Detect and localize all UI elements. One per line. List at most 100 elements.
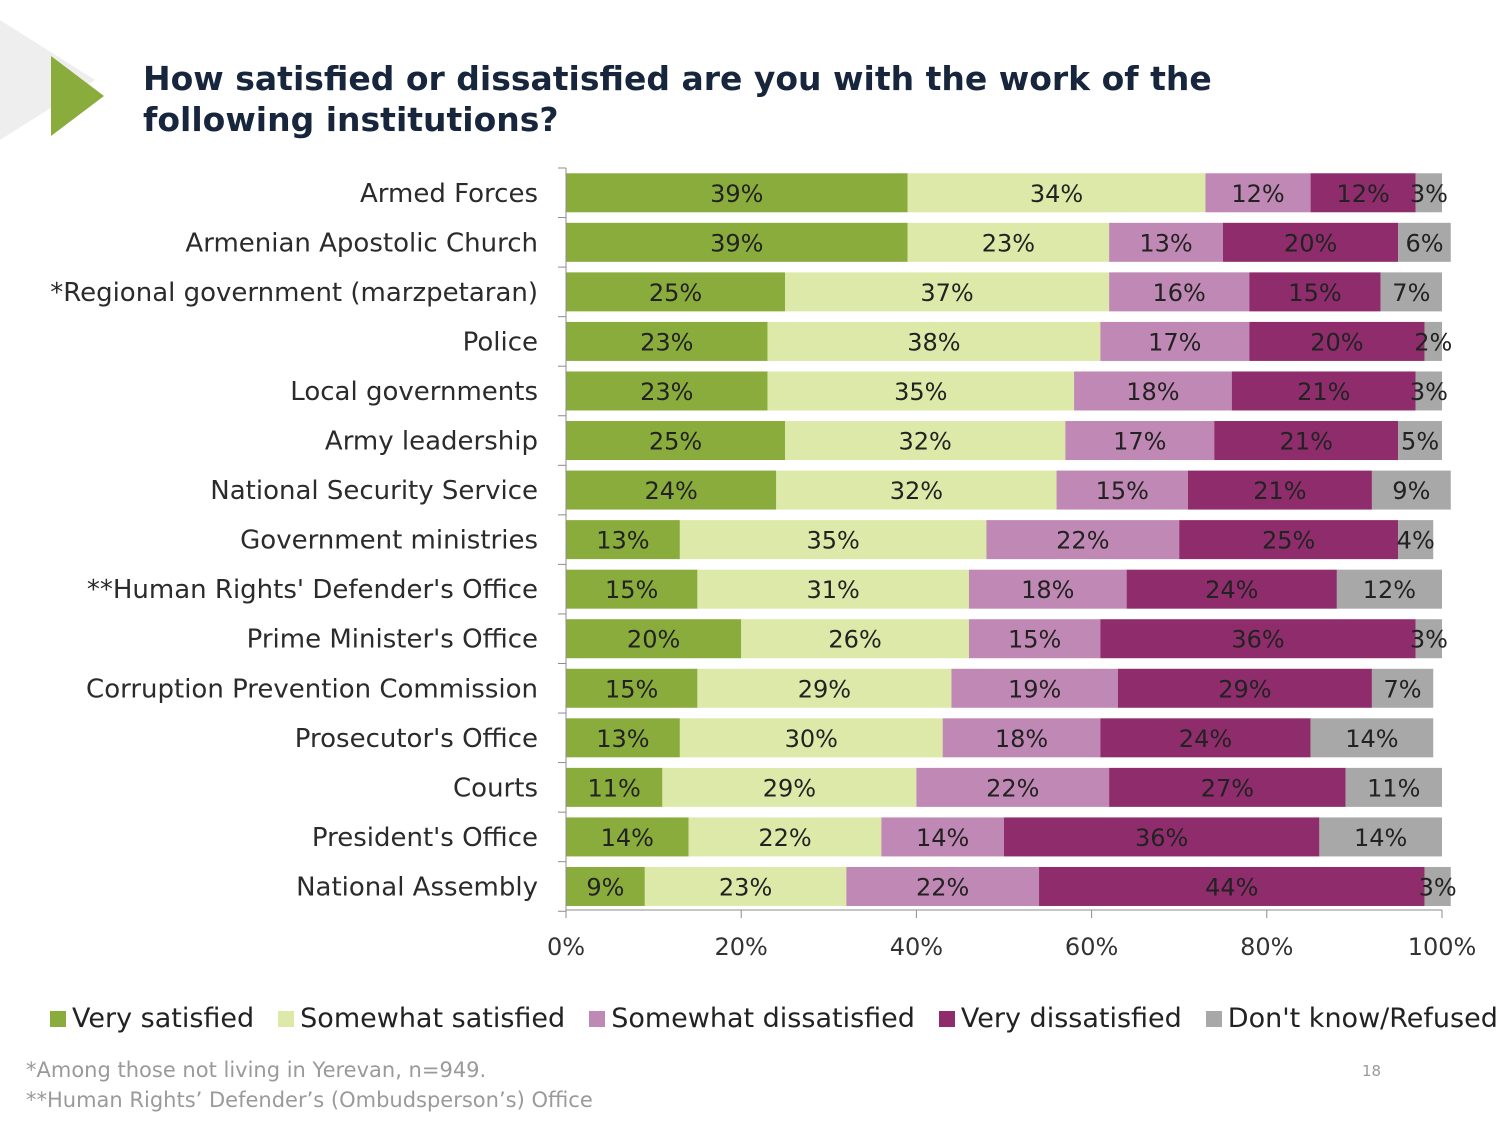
data-label: 29% [798,675,851,703]
category-label: Armed Forces [360,179,538,209]
category-label: Army leadership [325,427,538,457]
footnote-regional: *Among those not living in Yerevan, n=94… [26,1058,487,1082]
data-label: 15% [605,675,658,703]
data-label: 34% [1030,180,1083,208]
bar-segment [1415,371,1442,411]
legend-item-very-dissatisfied: Very dissatisfied [938,1003,1182,1034]
data-label: 18% [1126,378,1179,406]
legend-swatch [50,1010,66,1027]
bar-segment [1205,173,1311,213]
data-label: 6% [1405,229,1443,257]
data-label: 11% [1367,774,1420,802]
data-label: 36% [1135,824,1188,852]
data-label: 3% [1410,378,1448,406]
legend-item-somewhat-dissatisfied: Somewhat dissatisfied [589,1003,915,1034]
x-tick-label: 80% [1240,933,1293,961]
bar-segment [566,569,698,609]
data-label: 22% [1056,527,1109,555]
legend-item-very-satisfied: Very satisfied [50,1003,254,1034]
legend-swatch [1205,1010,1222,1027]
bar-segment [1231,371,1416,411]
data-label: 35% [807,527,860,555]
bar-segment [566,866,645,906]
x-tick-label: 0% [547,933,585,961]
data-label: 21% [1280,428,1333,456]
x-tick-label: 60% [1065,933,1118,961]
bar-segment [1100,321,1250,361]
x-tick-label: 100% [1408,933,1477,961]
data-label: 32% [890,477,943,505]
data-label: 3% [1419,873,1457,901]
bar-segment [1100,619,1416,659]
bar-segment [566,817,689,857]
bar-segment [1223,222,1399,262]
data-label: 39% [710,180,763,208]
bar-segment [1126,569,1337,609]
category-label: **Human Rights' Defender's Office [87,575,538,605]
data-label: 11% [588,774,641,802]
bar-segment [1380,272,1442,312]
bar-segment [846,866,1040,906]
data-label: 24% [1205,576,1258,604]
data-label: 20% [1284,229,1337,257]
x-tick-label: 40% [890,933,943,961]
bar-segment [566,619,742,659]
data-label: 20% [1310,328,1363,356]
data-label: 38% [907,328,960,356]
bar-segment [688,817,882,857]
bar-segment [1345,767,1442,807]
bar-segment [1398,520,1434,560]
data-label: 9% [1392,477,1430,505]
bar-segment [1319,817,1442,857]
data-label: 3% [1410,180,1448,208]
bar-segment [1310,718,1434,758]
bar-segment [968,619,1101,659]
bar-segment [1109,767,1346,807]
category-label: National Assembly [296,872,538,902]
data-label: 23% [640,328,693,356]
data-label: 30% [785,725,838,753]
data-label: 23% [719,873,772,901]
bar-segment [907,173,1206,213]
data-label: 16% [1153,279,1206,307]
data-label: 18% [995,725,1048,753]
data-label: 15% [1008,626,1061,654]
page-title: How satisfied or dissatisfied are you wi… [143,59,1212,139]
data-label: 13% [596,725,649,753]
bar-segment [1109,222,1223,262]
data-label: 37% [920,279,973,307]
data-label: 12% [1231,180,1284,208]
bar-segment [566,222,908,262]
legend-label: Very dissatisfied [960,1003,1182,1034]
chart-legend: Very satisfied Somewhat satisfied Somewh… [50,1003,1498,1034]
bar-segment [1336,569,1442,609]
data-label: 23% [640,378,693,406]
bar-segment [1214,421,1399,461]
data-label: 14% [916,824,969,852]
bar-segment [951,668,1118,708]
category-label: Prosecutor's Office [295,724,538,754]
x-tick-label: 20% [715,933,768,961]
data-label: 9% [586,873,624,901]
data-label: 5% [1401,428,1439,456]
bar-segment [785,421,1066,461]
bar-segment [1109,272,1250,312]
data-label: 24% [1179,725,1232,753]
bar-segment [942,718,1101,758]
bar-segment [767,321,1101,361]
legend-item-somewhat-satisfied: Somewhat satisfied [278,1003,565,1034]
data-label: 24% [644,477,697,505]
data-label: 3% [1410,626,1448,654]
category-label: President's Office [312,823,538,853]
bar-segment [741,619,969,659]
bar-segment [1398,421,1442,461]
bar-segment [1039,866,1425,906]
bar-segment [1415,173,1442,213]
data-label: 19% [1008,675,1061,703]
category-label: Courts [453,773,538,803]
bar-segment [566,321,768,361]
bar-segment [1398,222,1451,262]
data-label: 25% [649,428,702,456]
data-label: 17% [1113,428,1166,456]
data-label: 7% [1384,675,1422,703]
